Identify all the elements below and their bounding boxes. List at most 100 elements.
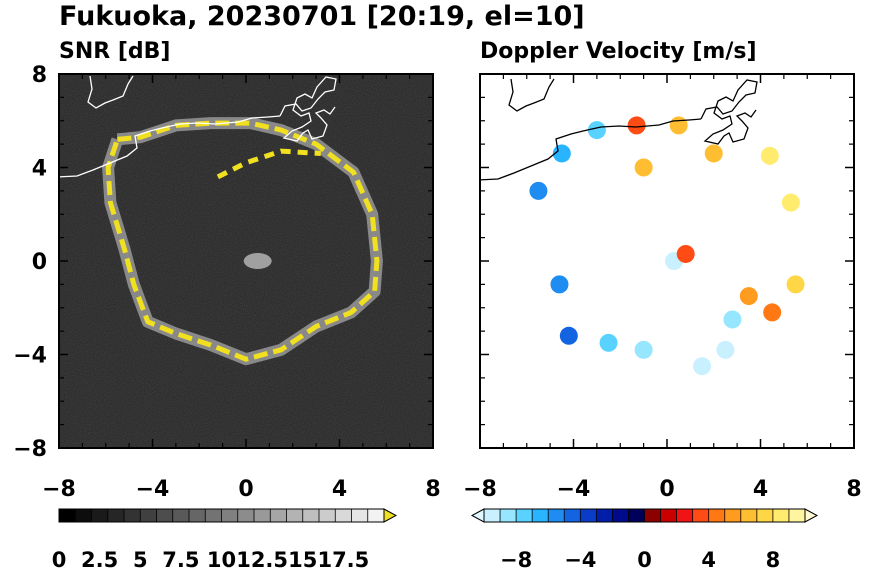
snr-colorbar-segment-7 <box>172 509 190 522</box>
snr-colorbar-segment-9 <box>205 509 222 522</box>
velocity-colorbar-label-2: 0 <box>637 548 652 570</box>
velocity-colorbar-segment-14 <box>708 509 726 522</box>
snr-colorbar-extend-arrow <box>383 508 398 523</box>
velocity-panel-title: Doppler Velocity [m/s] <box>480 39 757 64</box>
snr-colorbar-segment-14 <box>286 509 304 522</box>
velocity-colorbar-extend-low <box>470 508 485 523</box>
velocity-colorbar-segment-4 <box>548 509 565 522</box>
snr-xtick-label-0: −8 <box>42 477 76 502</box>
velocity-colorbar: −8 −4 0 4 8 <box>470 508 819 570</box>
velocity-xtick-label-2: 0 <box>659 477 674 502</box>
snr-colorbar-segment-3 <box>107 509 125 522</box>
velocity-colorbar-label-0: −8 <box>500 548 532 570</box>
velocity-island-outline <box>508 78 555 112</box>
velocity-colorbar-segment-13 <box>692 509 710 522</box>
velocity-colorbar-segment-10 <box>644 509 662 522</box>
velocity-colorbar-segment-7 <box>596 509 613 522</box>
velocity-colorbar-segment-8 <box>612 509 629 522</box>
velocity-echo-8 <box>786 275 805 294</box>
snr-colorbar-segment-19 <box>367 509 385 522</box>
snr-colorbar-segment-5 <box>140 509 157 522</box>
velocity-echo-12 <box>634 340 653 359</box>
velocity-colorbar-segment-2 <box>516 509 533 522</box>
velocity-x-axis: −8 −4 0 4 8 <box>463 74 862 502</box>
velocity-coastline <box>480 118 702 181</box>
snr-xtick-label-2: 0 <box>238 477 253 502</box>
velocity-echoes <box>529 116 805 376</box>
velocity-colorbar-segment-17 <box>756 509 774 522</box>
velocity-xtick-label-4: 8 <box>846 477 861 502</box>
velocity-colorbar-label-1: −4 <box>564 548 596 570</box>
snr-harbour-outline <box>279 76 337 142</box>
figure-title: Fukuoka, 20230701 [20:19, el=10] <box>59 1 585 32</box>
velocity-echo-20 <box>634 158 653 177</box>
snr-colorbar-segment-6 <box>156 509 174 522</box>
velocity-colorbar-segment-9 <box>628 509 645 522</box>
snr-colorbar-segment-2 <box>91 509 109 522</box>
snr-colorbar-segment-8 <box>189 509 206 522</box>
snr-y-axis: 8 4 0 −4 −8 <box>13 63 433 462</box>
velocity-echo-7 <box>781 193 800 212</box>
velocity-echo-2 <box>587 121 606 140</box>
velocity-echo-10 <box>559 326 578 345</box>
velocity-y-axis <box>480 73 854 449</box>
velocity-echo-11 <box>599 333 618 352</box>
snr-colorbar-segment-11 <box>237 509 255 522</box>
velocity-colorbar-segment-16 <box>740 509 758 522</box>
snr-colorbar-segment-16 <box>319 509 336 522</box>
velocity-echo-3 <box>627 116 646 135</box>
snr-panel-title: SNR [dB] <box>59 39 170 64</box>
snr-colorbar-label-1: 2.5 <box>81 548 118 570</box>
snr-xtick-label-1: −4 <box>136 477 170 502</box>
snr-colorbar-label-4: 10 <box>207 548 236 570</box>
velocity-colorbar-segment-0 <box>484 509 501 522</box>
velocity-colorbar-segment-19 <box>788 509 806 522</box>
velocity-colorbar-segment-12 <box>676 509 694 522</box>
snr-colorbar-label-3: 7.5 <box>162 548 199 570</box>
snr-colorbar-label-6: 15 <box>288 548 317 570</box>
snr-xtick-label-4: 8 <box>425 477 440 502</box>
velocity-colorbar-label-4: 8 <box>766 548 781 570</box>
velocity-echo-15 <box>739 287 758 306</box>
snr-colorbar-label-0: 0 <box>52 548 67 570</box>
velocity-colorbar-segment-6 <box>580 509 597 522</box>
snr-colorbar-segment-18 <box>351 509 369 522</box>
snr-colorbar-segment-13 <box>270 509 287 522</box>
snr-ytick-label-0: 8 <box>32 63 47 88</box>
snr-centre-echo <box>243 253 272 269</box>
velocity-colorbar-segment-3 <box>532 509 549 522</box>
velocity-colorbar-segment-18 <box>772 509 790 522</box>
velocity-echo-5 <box>704 144 723 163</box>
velocity-echo-0 <box>529 181 548 200</box>
velocity-echo-13 <box>693 357 712 376</box>
velocity-harbour-outline <box>700 79 758 145</box>
velocity-colorbar-segment-1 <box>500 509 517 522</box>
snr-ytick-label-2: 0 <box>32 250 47 275</box>
snr-ytick-label-4: −8 <box>13 437 47 462</box>
snr-colorbar-segment-15 <box>302 509 320 522</box>
velocity-xtick-label-0: −8 <box>463 477 497 502</box>
snr-x-axis: −8 −4 0 4 8 <box>42 74 441 502</box>
velocity-xtick-label-3: 4 <box>753 477 768 502</box>
snr-echo-ring <box>105 120 380 362</box>
velocity-echo-19 <box>676 244 695 263</box>
snr-panel: −8 −4 0 4 8 8 4 0 −4 −8 <box>13 63 440 502</box>
snr-colorbar-segment-12 <box>254 509 271 522</box>
snr-colorbar-segment-10 <box>221 509 239 522</box>
velocity-colorbar-segment-5 <box>564 509 581 522</box>
snr-ytick-label-3: −4 <box>13 344 47 369</box>
snr-colorbar-segment-17 <box>335 509 352 522</box>
snr-colorbar-segment-1 <box>75 509 92 522</box>
snr-colorbar-segment-4 <box>124 509 141 522</box>
snr-colorbar-label-2: 5 <box>133 548 148 570</box>
snr-colorbar-label-5: 12.5 <box>236 548 288 570</box>
velocity-colorbar-segment-11 <box>660 509 678 522</box>
snr-colorbar-segment-0 <box>59 509 76 522</box>
snr-colorbar-label-7: 17.5 <box>317 548 369 570</box>
velocity-echo-16 <box>763 303 782 322</box>
velocity-echo-17 <box>723 310 742 329</box>
velocity-echo-9 <box>550 275 569 294</box>
snr-coastline <box>59 115 281 178</box>
snr-island-outline <box>87 75 134 109</box>
velocity-panel: −8 −4 0 4 8 <box>463 73 862 502</box>
